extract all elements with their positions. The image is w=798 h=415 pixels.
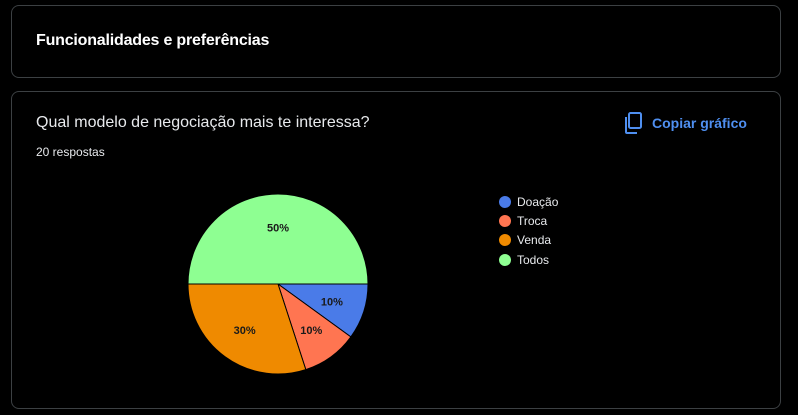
legend-item-todos[interactable]: Todos <box>499 250 558 269</box>
section-title: Funcionalidades e preferências <box>36 32 270 49</box>
question-title: Qual modelo de negociação mais te intere… <box>36 114 370 131</box>
legend-item-troca[interactable]: Troca <box>499 211 558 230</box>
legend-item-doação[interactable]: Doação <box>499 192 558 211</box>
copy-chart-button[interactable]: Copiar gráfico <box>624 110 747 136</box>
copy-icon <box>625 112 642 134</box>
section-header-card: Funcionalidades e preferências <box>11 5 781 78</box>
legend-label: Troca <box>517 213 548 228</box>
legend-label: Doação <box>517 194 559 209</box>
legend-swatch <box>499 234 511 247</box>
pie-slice-todos[interactable] <box>187 193 369 285</box>
legend-label: Venda <box>517 233 552 248</box>
pie-label-todos: 50% <box>267 222 289 234</box>
chart-legend: Doação Troca Venda Todos <box>499 192 558 269</box>
legend-swatch <box>499 195 511 208</box>
copy-chart-label: Copiar gráfico <box>652 115 747 131</box>
question-card: Qual modelo de negociação mais te intere… <box>11 91 781 409</box>
pie-chart: 10% 10% 30% 50% <box>187 193 369 375</box>
legend-label: Todos <box>517 252 550 267</box>
legend-swatch <box>499 253 511 266</box>
legend-item-venda[interactable]: Venda <box>499 231 558 250</box>
pie-label-doação: 10% <box>321 297 343 309</box>
response-count: 20 respostas <box>36 145 105 159</box>
pie-label-troca: 10% <box>300 325 322 337</box>
legend-swatch <box>499 214 511 227</box>
pie-label-venda: 30% <box>234 325 256 337</box>
pie-slice-venda[interactable] <box>187 283 307 375</box>
